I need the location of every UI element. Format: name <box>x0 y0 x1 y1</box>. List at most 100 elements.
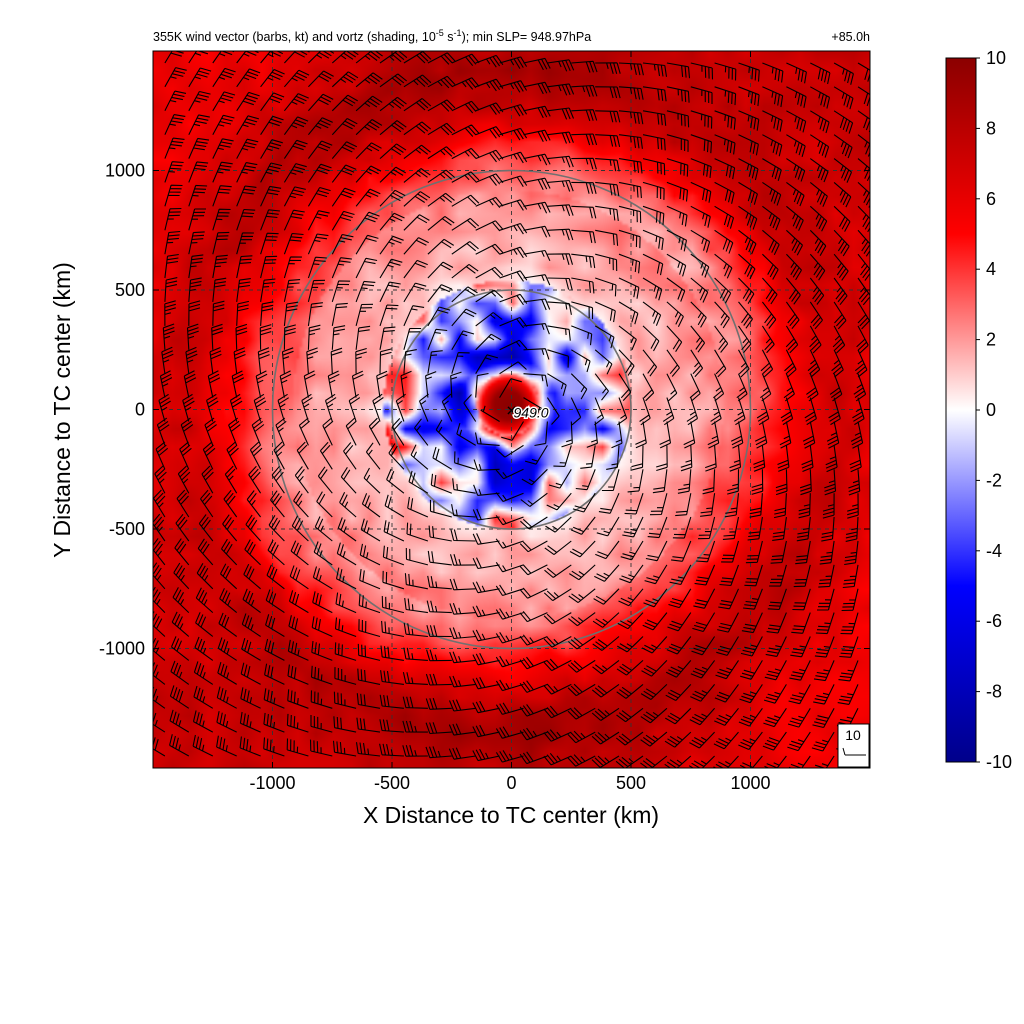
wind-barb <box>427 122 456 136</box>
wind-barb <box>260 185 282 207</box>
wind-barb <box>642 134 666 151</box>
wind-barb <box>358 619 381 638</box>
wind-barb <box>611 421 623 449</box>
wind-barb <box>475 196 504 208</box>
wind-barb <box>212 51 235 64</box>
wind-barb <box>547 107 575 120</box>
wind-barb <box>796 516 811 542</box>
wind-barb <box>649 493 668 516</box>
wind-barb <box>345 417 357 446</box>
wind-barb <box>449 675 476 688</box>
wind-barb <box>849 445 862 473</box>
wind-barb <box>641 636 668 654</box>
wind-barb <box>170 636 190 661</box>
wind-barb <box>809 253 826 281</box>
wind-barb <box>379 326 396 350</box>
wind-barb <box>339 492 357 518</box>
wind-barb <box>690 181 712 203</box>
colorbar-tick-label: 8 <box>986 118 996 138</box>
wind-barb <box>248 465 262 494</box>
wind-barb <box>427 99 456 112</box>
colorbar-tick-label: -8 <box>986 682 1002 702</box>
wind-barb <box>153 686 166 709</box>
center-x-icon: ✕ <box>506 403 518 419</box>
wind-barb <box>451 352 470 374</box>
wind-barb <box>856 325 869 354</box>
wind-barb <box>188 300 201 326</box>
wind-barb <box>617 636 644 653</box>
wind-barb <box>593 588 620 605</box>
wind-barb <box>761 325 775 354</box>
wind-barb <box>642 86 667 102</box>
wind-barb <box>196 563 214 590</box>
wind-barb <box>312 566 333 590</box>
wind-barb <box>714 158 736 180</box>
wind-barb <box>547 179 574 192</box>
wind-barb <box>642 158 666 176</box>
wind-barb <box>814 636 835 658</box>
wind-barb <box>595 205 619 221</box>
wind-barb <box>813 755 835 768</box>
wind-barb <box>618 349 635 376</box>
wind-barb <box>239 736 261 757</box>
wind-barb <box>618 134 643 149</box>
wind-barb <box>379 212 405 231</box>
wind-barb <box>216 686 237 709</box>
wind-barb <box>666 205 688 227</box>
wind-barb <box>287 689 309 709</box>
wind-barb <box>738 181 758 205</box>
wind-barb <box>242 588 261 614</box>
wind-barb <box>850 421 864 449</box>
wind-barb <box>307 210 330 231</box>
wind-barb <box>857 253 870 281</box>
wind-barb <box>631 445 644 471</box>
wind-barb <box>586 421 598 448</box>
wind-barb <box>738 253 756 280</box>
wind-barb <box>480 405 500 422</box>
wind-barb <box>667 612 692 632</box>
wind-barb <box>239 711 261 733</box>
wind-barb <box>738 349 750 378</box>
wind-barb <box>798 493 811 519</box>
wind-barb <box>449 554 476 566</box>
wind-barb <box>331 164 357 183</box>
colorbar-tick-label: 2 <box>986 330 996 350</box>
y-tick-label: 1000 <box>105 161 145 181</box>
wind-barb <box>642 349 658 377</box>
wind-barb <box>164 300 176 326</box>
x-axis-label: X Distance to TC center (km) <box>363 802 659 828</box>
wind-barb <box>475 126 504 139</box>
wind-barb <box>495 561 524 573</box>
wind-barb <box>714 86 737 106</box>
wind-barb <box>787 708 811 728</box>
wind-barb <box>427 215 455 231</box>
wind-barb <box>762 86 784 108</box>
wind-barb <box>475 220 504 232</box>
wind-barb <box>311 616 333 638</box>
colorbar-tick-label: 4 <box>986 259 996 279</box>
wind-barb <box>273 441 285 470</box>
wind-barb <box>188 277 202 302</box>
wind-barb <box>451 147 480 160</box>
wind-barb <box>688 755 715 768</box>
wind-barb <box>580 445 596 469</box>
wind-barb <box>675 493 692 517</box>
wind-barb <box>740 636 763 657</box>
wind-barb <box>595 62 621 74</box>
wind-barb <box>383 520 405 542</box>
center-pressure-label: 949.0 <box>514 405 549 421</box>
wind-barb <box>403 121 432 136</box>
wind-barb <box>680 445 693 472</box>
wind-barb <box>495 750 524 763</box>
wind-barb <box>544 564 572 578</box>
wind-barb <box>403 259 428 279</box>
wind-barb <box>451 241 479 255</box>
wind-barb <box>391 418 405 446</box>
wind-barb <box>212 208 231 231</box>
wind-barb <box>499 361 527 375</box>
wind-barb <box>355 280 376 303</box>
wind-barb <box>216 735 237 757</box>
wind-barb <box>523 201 551 214</box>
wind-barb <box>714 181 735 204</box>
wind-barb <box>382 570 405 590</box>
